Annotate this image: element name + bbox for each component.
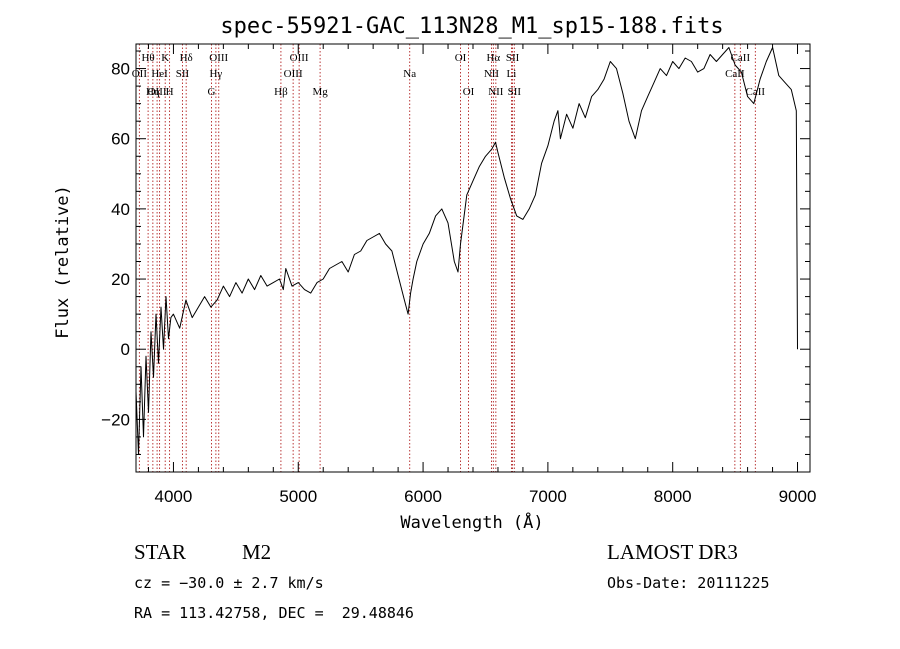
line-label: NII xyxy=(484,68,500,80)
object-subclass: M2 xyxy=(242,540,272,564)
line-label: SII xyxy=(176,68,190,80)
x-axis-label: Wavelength (Å) xyxy=(400,511,543,533)
spectrum-series xyxy=(135,47,798,455)
y-tick-label: 20 xyxy=(111,270,130,289)
line-label: G xyxy=(208,86,216,98)
line-label: NII xyxy=(488,86,504,98)
line-label: Na xyxy=(403,68,416,80)
x-tick-label: 4000 xyxy=(155,487,193,506)
line-label: K xyxy=(161,52,169,64)
line-label: OI xyxy=(455,52,467,64)
line-label: OIII xyxy=(284,68,303,80)
line-label: H xyxy=(166,86,174,98)
line-label: OIII xyxy=(148,86,167,98)
x-tick-label: 5000 xyxy=(279,487,317,506)
line-label: OII xyxy=(132,68,148,80)
line-label: OI xyxy=(463,86,475,98)
line-label: Mg xyxy=(312,86,328,98)
line-label: Hγ xyxy=(209,68,222,80)
line-label: Hθ xyxy=(141,52,154,64)
survey-name: LAMOST DR3 xyxy=(607,540,738,564)
line-label: OIII xyxy=(290,52,309,64)
line-label: HeI xyxy=(151,68,168,80)
y-tick-label: 60 xyxy=(111,130,130,149)
object-class: STAR xyxy=(134,540,186,564)
y-tick-label: −20 xyxy=(101,410,130,429)
coordinates: RA = 113.42758, DEC = 29.48846 xyxy=(134,604,414,622)
line-label: SII xyxy=(508,86,522,98)
y-axis-label: Flux (relative) xyxy=(53,185,73,339)
y-axis-ticks: −20 0 20 40 60 80 xyxy=(101,50,810,455)
x-axis-ticks: 4000 5000 6000 7000 8000 9000 xyxy=(147,44,817,506)
line-label: Hη xyxy=(146,86,160,98)
y-tick-label: 0 xyxy=(121,340,130,359)
spectrum-line xyxy=(135,47,798,455)
line-label: OIII xyxy=(209,52,228,64)
line-label: Li xyxy=(507,68,517,80)
x-tick-label: 8000 xyxy=(654,487,692,506)
line-label: Hδ xyxy=(180,52,193,64)
line-label: CaII xyxy=(746,86,766,98)
line-label: Hβ xyxy=(274,86,288,98)
line-label: CaII xyxy=(731,52,751,64)
y-tick-label: 80 xyxy=(111,60,130,79)
plot-frame xyxy=(135,43,811,473)
chart-title: spec-55921-GAC_113N28_M1_sp15-188.fits xyxy=(220,14,723,39)
x-tick-label: 7000 xyxy=(529,487,567,506)
redshift-velocity: cz = −30.0 ± 2.7 km/s xyxy=(134,574,324,592)
line-label: SII xyxy=(506,52,520,64)
line-label: Hα xyxy=(486,52,500,64)
x-tick-label: 9000 xyxy=(779,487,817,506)
observation-date: Obs-Date: 20111225 xyxy=(607,574,770,592)
x-tick-label: 6000 xyxy=(404,487,442,506)
y-tick-label: 40 xyxy=(111,200,130,219)
spectral-line-markers xyxy=(138,44,756,472)
